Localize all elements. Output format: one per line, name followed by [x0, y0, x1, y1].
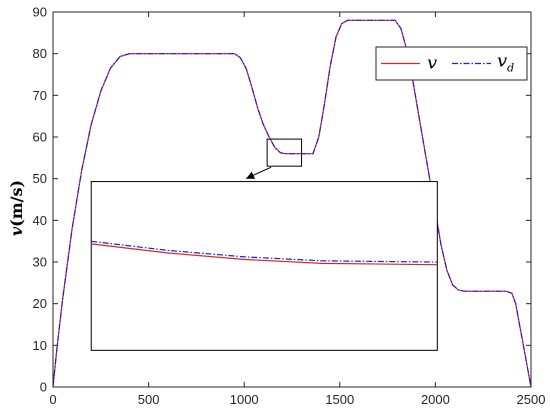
y-tick-label: 20	[33, 296, 47, 311]
y-tick-label: 70	[33, 88, 47, 103]
y-axis-title-unit: (m/s)	[7, 180, 26, 227]
y-tick-label: 0	[40, 380, 47, 395]
plot-frame	[52, 11, 532, 388]
y-axis-title-var: v	[7, 226, 26, 236]
x-tick-label: 500	[138, 392, 160, 407]
y-tick-label: 60	[33, 130, 47, 145]
series-layer	[52, 19, 532, 388]
legend: v vd	[375, 46, 528, 81]
y-tick-label: 30	[33, 255, 47, 270]
zoom-source-box	[266, 138, 303, 167]
series-line-vd	[52, 19, 532, 388]
x-tick-label: 0	[49, 392, 56, 407]
y-tick-label: 10	[33, 338, 47, 353]
x-tick-label: 2000	[421, 392, 450, 407]
inset-series-line-vd	[91, 240, 438, 263]
legend-label-vd: vd	[497, 51, 514, 75]
y-tick-label: 40	[33, 213, 47, 228]
x-tick-label: 1000	[230, 392, 259, 407]
ticks-layer: 0 500 1000 1500 2000 2500 0 10 20 30 40 50 60 70 80 90	[33, 5, 546, 408]
x-tick-label: 1500	[325, 392, 354, 407]
y-tick-label: 90	[33, 5, 47, 20]
y-tick-label: 80	[33, 46, 47, 61]
zoom-arrow-head	[246, 171, 256, 179]
legend-label-vd-sub: d	[507, 62, 514, 75]
y-axis-title: v(m/s)	[7, 180, 26, 236]
legend-label-v: v	[427, 53, 437, 74]
legend-label-vd-main: v	[497, 51, 507, 72]
zoom-inset-box	[90, 181, 438, 351]
inset-series-line-v	[91, 243, 438, 266]
inset-layer	[90, 138, 438, 351]
x-tick-label: 2500	[517, 392, 546, 407]
y-tick-label: 50	[33, 171, 47, 186]
